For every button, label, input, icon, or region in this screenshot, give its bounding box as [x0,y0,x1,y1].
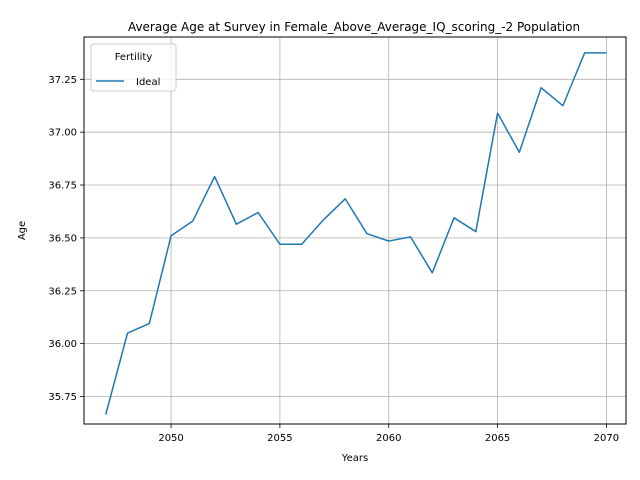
x-tick-label: 2050 [158,433,183,444]
y-tick-label: 36.25 [48,286,77,297]
y-tick-label: 36.00 [48,339,77,350]
x-tick-label: 2065 [485,433,510,444]
legend-label-ideal: Ideal [136,77,160,88]
x-tick-label: 2055 [267,433,292,444]
legend: Fertility Ideal [91,44,176,91]
y-tick-label: 36.50 [48,233,77,244]
x-axis-label: Years [341,453,368,464]
y-axis-label: Age [17,221,28,240]
x-tick-label: 2060 [376,433,401,444]
chart-title: Average Age at Survey in Female_Above_Av… [128,20,580,34]
y-tick-label: 37.00 [48,128,77,139]
x-tick-label: 2070 [594,433,619,444]
y-tick-label: 35.75 [48,392,77,403]
y-tick-label: 36.75 [48,181,77,192]
y-tick-label: 37.25 [48,75,77,86]
legend-title: Fertility [115,52,153,63]
